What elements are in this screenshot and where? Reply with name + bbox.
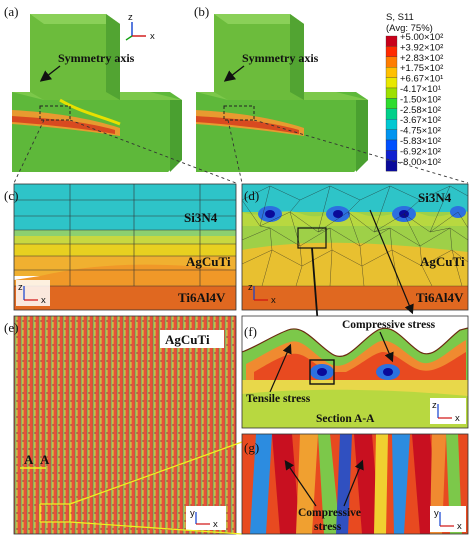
connector-b-d-left [227, 119, 243, 184]
legend-label: -3.67×10² [400, 115, 441, 126]
panel-label-d: (d) [244, 188, 259, 203]
panel-b-3d-model [196, 14, 368, 172]
legend-swatch [385, 139, 398, 151]
legend-label: +3.92×10² [400, 42, 443, 53]
agcuti-e-box [160, 330, 224, 348]
legend-swatch [385, 46, 398, 57]
layer-ti6al4v-d: Ti6Al4V [416, 290, 464, 305]
panel-label-g: (g) [244, 440, 259, 455]
legend-label: -8.00×10² [400, 157, 441, 168]
panel-label-f: (f) [244, 324, 257, 339]
legend-swatch [385, 129, 398, 141]
axis-x-label-c: x [41, 295, 46, 306]
legend-swatch [385, 87, 398, 99]
legend-swatch [385, 77, 398, 89]
axis-y-label-g: y [434, 508, 439, 519]
legend-title-2: (Avg: 75%) [386, 23, 433, 34]
symmetry-axis-arrow-b [223, 65, 245, 82]
legend-swatch [385, 119, 398, 130]
panel-label-a: (a) [4, 4, 18, 19]
legend-label: -4.75×10² [400, 126, 441, 137]
compressive-stress-label-g-1: Compressive [298, 507, 361, 519]
compressive-arrow-f [379, 331, 394, 363]
layer-si3n4-d: Si3N4 [418, 190, 452, 205]
axis-x-label-d: x [271, 295, 276, 306]
legend-label: +1.75×10² [400, 63, 443, 74]
legend-swatch [385, 98, 398, 109]
panel-d-triangular-mesh [241, 183, 469, 311]
legend-title-1: S, S11 [386, 12, 414, 23]
axis-triad-c [16, 280, 50, 306]
legend-label: -5.83×10² [400, 136, 441, 147]
symmetry-axis-label-a: Symmetry axis [58, 51, 135, 65]
axis-z-label-a: z [128, 12, 133, 23]
panel-label-c: (c) [4, 188, 18, 203]
layer-si3n4-c: Si3N4 [184, 210, 218, 225]
panel-label-e: (e) [4, 320, 18, 335]
tensile-arrow-f [269, 343, 292, 393]
stress-legend: +5.00×10²+3.92×10²+2.83×10²+1.75×10²+6.6… [385, 32, 443, 172]
legend-label: +5.00×10² [400, 32, 443, 43]
axis-x-label-a: x [150, 31, 155, 42]
axis-triad-g [430, 506, 466, 532]
axis-x-label-g: x [457, 521, 462, 532]
panel-g-stress-zoom [241, 433, 469, 535]
layer-ti6al4v-c: Ti6Al4V [178, 290, 226, 305]
panel-c-layered-mesh [13, 183, 237, 311]
legend-label: +2.83×10² [400, 53, 443, 64]
legend-swatch [385, 67, 398, 78]
legend-swatch [385, 56, 398, 68]
compressive-arrow-g-right [343, 459, 364, 507]
symmetry-axis-label-b: Symmetry axis [242, 51, 319, 65]
legend-label: -2.58×10² [400, 105, 441, 116]
axis-x-label-e: x [213, 519, 218, 530]
legend-swatch [385, 35, 398, 47]
section-marker-a-right: A [40, 452, 50, 467]
panel-a-3d-model [12, 14, 182, 172]
legend-swatch [385, 108, 398, 120]
axis-x-label-f: x [455, 413, 460, 424]
compressive-stress-label-f: Compressive stress [342, 319, 436, 331]
legend-swatch [385, 160, 398, 172]
axis-z-label-c: z [18, 282, 23, 293]
symmetry-axis-arrow-a [39, 65, 61, 82]
legend-label: -1.50×10² [400, 94, 441, 105]
panel-e-stripe-texture [13, 315, 237, 535]
tensile-stress-label-f: Tensile stress [246, 393, 311, 405]
compressive-arrow-g-left [284, 460, 317, 507]
axis-triad-d [253, 286, 268, 301]
legend-label: -6.92×10² [400, 146, 441, 157]
layer-agcuti-d: AgCuTi [420, 254, 465, 269]
layer-agcuti-e: AgCuTi [165, 332, 210, 347]
panel-label-b: (b) [194, 4, 209, 19]
legend-label: -4.17×10¹ [400, 84, 441, 95]
axis-z-label-f: z [432, 400, 437, 411]
axis-triad-f [430, 398, 466, 424]
axis-y-label-e: y [190, 508, 195, 519]
compressive-stress-label-g-2: stress [314, 521, 342, 533]
connector-e-g-top [69, 441, 243, 505]
axis-triad-e [186, 506, 226, 530]
axis-z-label-d: z [248, 282, 253, 293]
section-marker-a-left: A [24, 452, 34, 467]
legend-label: +6.67×10¹ [400, 74, 443, 85]
connector-b-d-right [253, 119, 469, 184]
section-aa-label: Section A-A [316, 413, 375, 425]
compressive-arrow-d [369, 209, 414, 315]
layer-agcuti-c: AgCuTi [186, 254, 231, 269]
connector-e-g-bottom [69, 521, 243, 535]
axis-triad-a [125, 22, 146, 41]
